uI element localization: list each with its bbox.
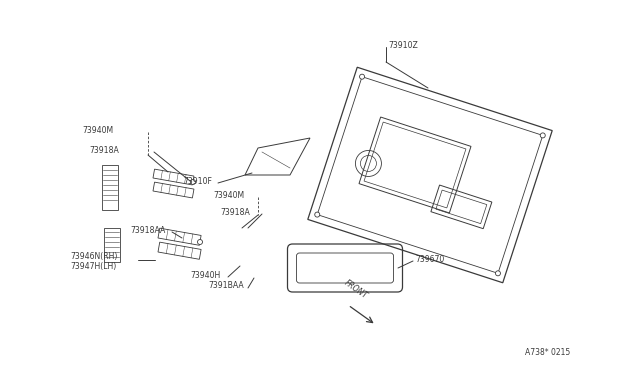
- Text: 73940M: 73940M: [82, 125, 113, 135]
- Text: 73910F: 73910F: [183, 176, 212, 186]
- Text: A738* 0215: A738* 0215: [525, 348, 570, 357]
- Circle shape: [540, 133, 545, 138]
- Circle shape: [360, 74, 365, 79]
- Circle shape: [191, 180, 195, 185]
- Text: 739670: 739670: [415, 256, 444, 264]
- Circle shape: [315, 212, 320, 217]
- Text: 73918A: 73918A: [220, 208, 250, 217]
- Circle shape: [495, 271, 500, 276]
- Text: 73940M: 73940M: [213, 190, 244, 199]
- Text: 73918A: 73918A: [89, 145, 119, 154]
- Text: 73940H: 73940H: [190, 270, 220, 279]
- Circle shape: [198, 240, 202, 244]
- Text: 73946N(RH): 73946N(RH): [70, 251, 117, 260]
- Text: 7391BAA: 7391BAA: [208, 282, 244, 291]
- Text: 73918AA: 73918AA: [130, 225, 165, 234]
- Text: FRONT: FRONT: [343, 279, 369, 301]
- Text: 73910Z: 73910Z: [388, 41, 418, 49]
- Text: 73947H(LH): 73947H(LH): [70, 263, 116, 272]
